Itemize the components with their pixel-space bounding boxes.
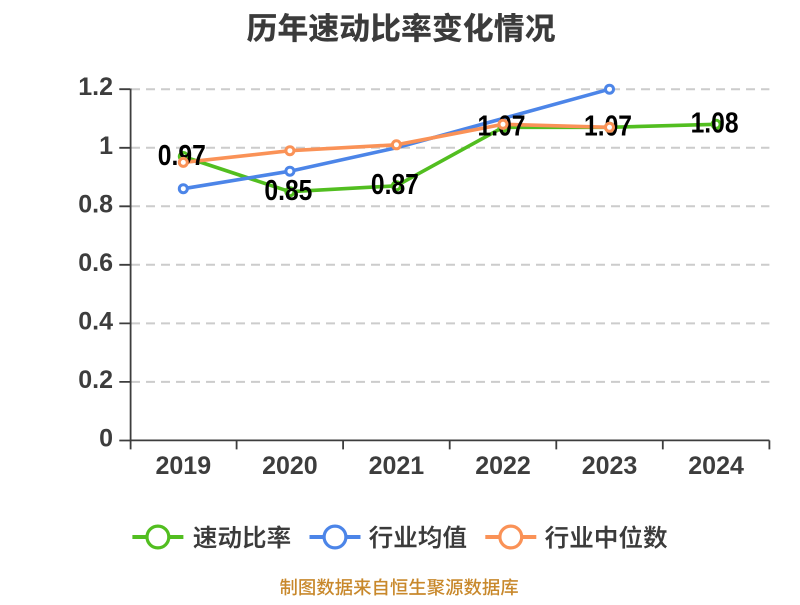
svg-text:0: 0	[99, 425, 113, 453]
svg-text:2021: 2021	[369, 452, 425, 480]
svg-text:2024: 2024	[688, 452, 744, 480]
svg-text:0.87: 0.87	[371, 169, 419, 201]
svg-text:2022: 2022	[475, 452, 531, 480]
svg-text:0.85: 0.85	[264, 175, 312, 207]
svg-text:2023: 2023	[582, 452, 638, 480]
svg-text:1.08: 1.08	[691, 108, 739, 140]
svg-text:2019: 2019	[155, 452, 211, 480]
svg-text:0.6: 0.6	[78, 249, 113, 277]
svg-text:2020: 2020	[262, 452, 318, 480]
svg-text:0.8: 0.8	[78, 190, 113, 218]
svg-text:0.4: 0.4	[78, 307, 113, 335]
svg-text:1.2: 1.2	[78, 73, 113, 101]
svg-text:0.2: 0.2	[78, 366, 113, 394]
svg-text:1: 1	[99, 132, 113, 160]
